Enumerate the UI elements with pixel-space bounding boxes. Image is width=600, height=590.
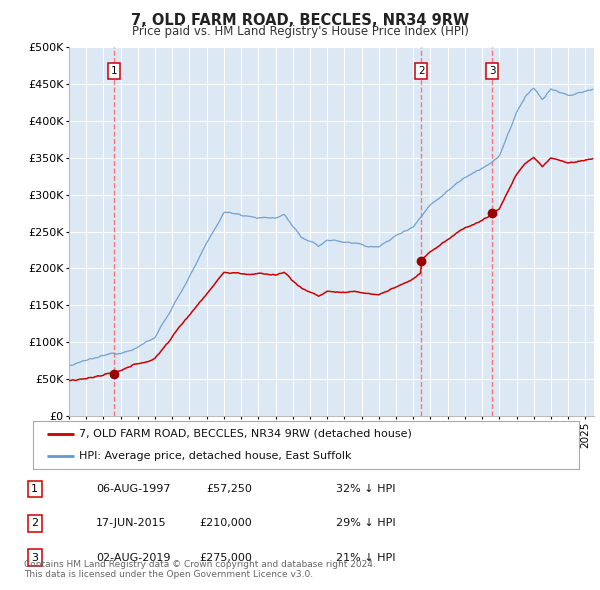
- Text: 7, OLD FARM ROAD, BECCLES, NR34 9RW (detached house): 7, OLD FARM ROAD, BECCLES, NR34 9RW (det…: [79, 429, 412, 439]
- Text: 3: 3: [489, 66, 496, 76]
- Text: 7, OLD FARM ROAD, BECCLES, NR34 9RW: 7, OLD FARM ROAD, BECCLES, NR34 9RW: [131, 13, 469, 28]
- Text: HPI: Average price, detached house, East Suffolk: HPI: Average price, detached house, East…: [79, 451, 352, 461]
- Text: 02-AUG-2019: 02-AUG-2019: [96, 553, 170, 562]
- Text: 06-AUG-1997: 06-AUG-1997: [96, 484, 170, 494]
- Text: 32% ↓ HPI: 32% ↓ HPI: [336, 484, 395, 494]
- Text: £275,000: £275,000: [199, 553, 252, 562]
- Text: Contains HM Land Registry data © Crown copyright and database right 2024.
This d: Contains HM Land Registry data © Crown c…: [24, 560, 376, 579]
- Text: £210,000: £210,000: [199, 519, 252, 528]
- Text: 29% ↓ HPI: 29% ↓ HPI: [336, 519, 395, 528]
- Text: 2: 2: [31, 519, 38, 528]
- Text: 1: 1: [110, 66, 117, 76]
- Text: 3: 3: [31, 553, 38, 562]
- Text: 2: 2: [418, 66, 424, 76]
- Text: 1: 1: [31, 484, 38, 494]
- Text: 17-JUN-2015: 17-JUN-2015: [96, 519, 167, 528]
- Text: Price paid vs. HM Land Registry's House Price Index (HPI): Price paid vs. HM Land Registry's House …: [131, 25, 469, 38]
- Text: 21% ↓ HPI: 21% ↓ HPI: [336, 553, 395, 562]
- Text: £57,250: £57,250: [206, 484, 252, 494]
